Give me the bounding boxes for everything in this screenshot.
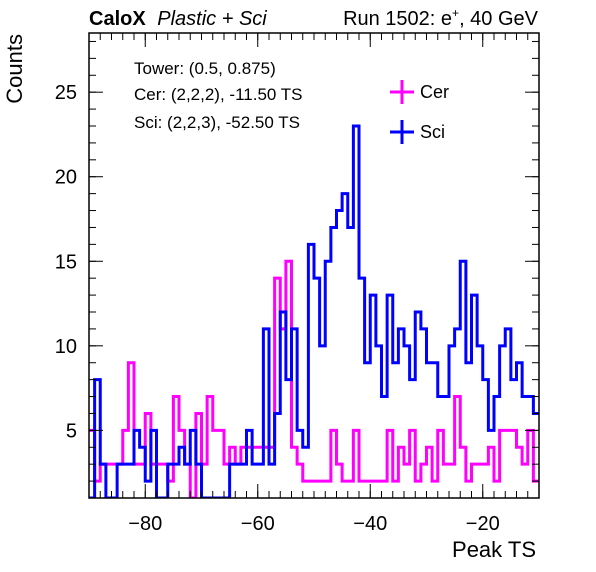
x-tick-label: −40 — [353, 513, 387, 535]
config-label: Plastic + Sci — [157, 8, 267, 30]
y-tick-label: 10 — [55, 336, 77, 358]
run-tail: , 40 GeV — [459, 8, 539, 30]
y-tick-label: 15 — [55, 251, 77, 273]
y-axis-label: Counts — [2, 34, 27, 104]
legend-entry-cer: Cer — [390, 80, 449, 104]
x-axis-label: Peak TS — [452, 537, 536, 562]
info-cer: Cer: (2,2,2), -11.50 TS — [134, 85, 303, 104]
info-sci: Sci: (2,2,3), -52.50 TS — [134, 113, 300, 132]
run-superscript: + — [452, 6, 459, 20]
x-tick-label: −80 — [128, 513, 162, 535]
y-tick-label: 5 — [66, 420, 77, 442]
series-sci-line — [89, 124, 539, 498]
info-tower: Tower: (0.5, 0.875) — [134, 59, 276, 78]
x-tick-label: −20 — [466, 513, 500, 535]
legend-sci-label: Sci — [420, 122, 445, 142]
legend: Cer Sci — [390, 80, 449, 144]
x-tick-label: −60 — [241, 513, 275, 535]
y-tick-label: 25 — [55, 82, 77, 104]
axis-tick-labels: −80 −60 −40 −20 5 10 15 20 25 — [55, 82, 500, 535]
series-cer-line — [89, 259, 539, 498]
y-tick-label: 20 — [55, 167, 77, 189]
experiment-name: CaloX — [89, 8, 146, 30]
run-text: Run 1502: e — [343, 8, 452, 30]
axis-ticks — [88, 33, 540, 499]
run-label: Run 1502: e+, 40 GeV — [343, 6, 539, 30]
legend-entry-sci: Sci — [390, 120, 445, 144]
chart-title: CaloX Plastic + Sci — [89, 8, 267, 30]
legend-cer-label: Cer — [420, 82, 449, 102]
info-box: Tower: (0.5, 0.875) Cer: (2,2,2), -11.50… — [134, 59, 303, 132]
